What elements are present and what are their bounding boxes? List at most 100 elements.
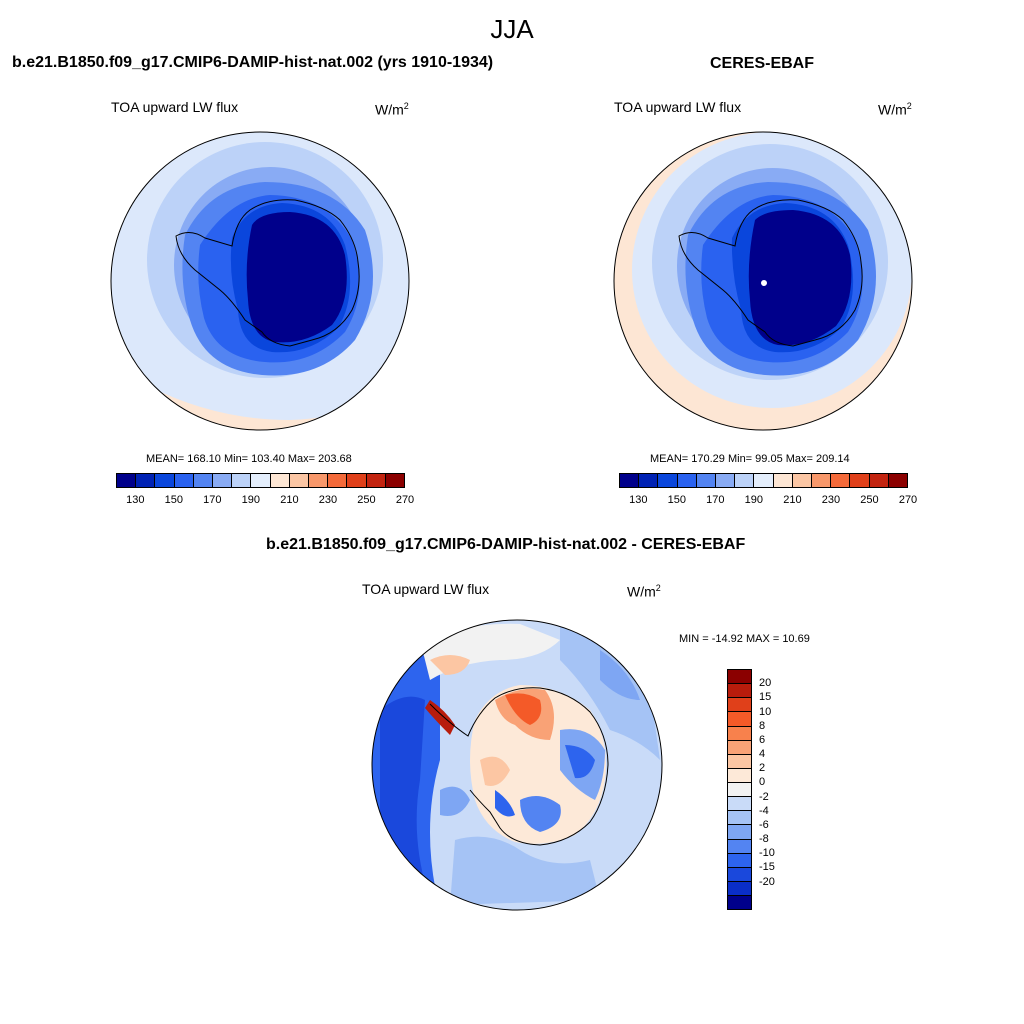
panel-c-colorbar-swatch (728, 684, 751, 699)
panel-b-colorbar-swatch (696, 474, 717, 487)
panel-a-colorbar-tick-label: 270 (395, 494, 415, 506)
panel-b-colorbar-tick-label: 270 (898, 494, 918, 506)
panel-a-colorbar-tick-label: 210 (280, 494, 299, 506)
panel-b-colorbar-swatch (792, 474, 813, 487)
panel-b-units: W/m2 (878, 101, 912, 118)
panel-c-colorbar-tick-label: 2 (759, 762, 766, 775)
panel-c-colorbar-tick-label: -10 (759, 847, 775, 860)
panel-c-colorbar-swatch (728, 825, 751, 840)
panel-c-colorbar-tick-label: 8 (759, 719, 766, 732)
panel-a-colorbar-tick-label: 130 (126, 494, 145, 506)
panel-a-colorbar-swatch (328, 474, 348, 487)
panel-a-colorbar-swatch (213, 474, 233, 487)
panel-a-colorbar-swatch (270, 474, 290, 487)
panel-a-colorbar-tick-label: 150 (164, 494, 183, 506)
panel-c-colorbar-swatch (728, 768, 751, 783)
panel-c-colorbar-swatch (728, 670, 751, 685)
panel-a-colorbar-tick-label: 230 (318, 494, 338, 506)
panel-b-colorbar-swatch (677, 474, 697, 487)
panel-a-units: W/m2 (375, 101, 409, 118)
panel-c-colorbar-tick-label: 20 (759, 677, 772, 690)
panel-c-map (371, 619, 663, 911)
panel-c-colorbar-tick-label: 4 (759, 748, 766, 761)
panel-a-colorbar (116, 473, 405, 488)
panel-a-colorbar-swatch (117, 474, 137, 487)
panel-a-variable: TOA upward LW flux (111, 99, 239, 115)
panel-b-colorbar-labels: 130 150 170 190 210 230 250 270 (619, 494, 917, 508)
figure-title: JJA (490, 14, 534, 44)
panel-c-colorbar-swatch (728, 881, 751, 896)
panel-c-colorbar-tick-label: -15 (759, 861, 775, 874)
panel-a-colorbar-swatch (289, 474, 310, 487)
panel-c-colorbar-labels: 20 15 10 8 6 4 2 0 -2 -4 -6 -8 -10 -15 -20 (759, 669, 799, 910)
panel-b-variable: TOA upward LW flux (614, 99, 742, 115)
panel-a-title: b.e21.B1850.f09_g17.CMIP6-DAMIP-hist-nat… (12, 54, 494, 71)
panel-b-colorbar-swatch (716, 474, 736, 487)
panel-b-colorbar (619, 473, 908, 488)
panel-b-colorbar-swatch (850, 474, 870, 487)
panel-c-colorbar-tick-label: 6 (759, 733, 766, 746)
panel-b-colorbar-swatch (831, 474, 851, 487)
panel-a-colorbar-swatch (232, 474, 252, 487)
panel-c-colorbar-tick-label: -4 (759, 804, 769, 817)
panel-b-colorbar-swatch (812, 474, 832, 487)
panel-b-colorbar-tick-label: 230 (821, 494, 841, 506)
panel-c-colorbar-swatch (728, 698, 751, 713)
panel-c-colorbar-swatch (728, 726, 751, 741)
panel-c-colorbar-swatch (728, 740, 751, 755)
panel-c-colorbar-swatch (728, 797, 751, 812)
panel-b-colorbar-swatch (754, 474, 774, 487)
panel-b-colorbar-swatch (658, 474, 678, 487)
panel-b-map (613, 131, 913, 431)
panel-c-colorbar (727, 669, 752, 910)
panel-c-colorbar-tick-label: -8 (759, 833, 769, 846)
panel-a-map (110, 131, 410, 431)
panel-a-colorbar-swatch (251, 474, 271, 487)
panel-a-colorbar-swatch (366, 474, 386, 487)
panel-c-colorbar-tick-label: 0 (759, 776, 766, 789)
panel-c-colorbar-tick-label: -6 (759, 818, 769, 831)
panel-c-colorbar-tick-label: -20 (759, 875, 775, 888)
panel-a-stats: MEAN= 168.10 Min= 103.40 Max= 203.68 (146, 453, 352, 465)
panel-a-colorbar-tick-label: 250 (357, 494, 376, 506)
panel-a-colorbar-swatch (174, 474, 194, 487)
panel-a-colorbar-tick-label: 190 (241, 494, 261, 506)
panel-a-colorbar-swatch (193, 474, 214, 487)
panel-b-colorbar-tick-label: 130 (629, 494, 648, 506)
panel-c-colorbar-swatch (728, 811, 751, 826)
panel-b-colorbar-swatch (735, 474, 755, 487)
panel-c-variable: TOA upward LW flux (362, 581, 490, 597)
panel-a-colorbar-swatch (309, 474, 329, 487)
panel-c-colorbar-swatch (728, 853, 751, 868)
panel-c-colorbar-tick-label: 10 (759, 705, 772, 718)
panel-a-colorbar-labels: 130 150 170 190 210 230 250 270 (116, 494, 414, 508)
panel-b-colorbar-tick-label: 170 (706, 494, 725, 506)
panel-c-title: b.e21.B1850.f09_g17.CMIP6-DAMIP-hist-nat… (266, 536, 746, 553)
panel-b-stats: MEAN= 170.29 Min= 99.05 Max= 209.14 (650, 453, 850, 465)
panel-a-colorbar-swatch (347, 474, 367, 487)
panel-c-colorbar-swatch (728, 839, 751, 854)
panel-c-units: W/m2 (627, 583, 661, 600)
panel-b-colorbar-tick-label: 250 (860, 494, 879, 506)
panel-a-colorbar-tick-label: 170 (203, 494, 222, 506)
panel-c-colorbar-swatch (728, 867, 751, 882)
panel-a-colorbar-swatch (136, 474, 156, 487)
panel-b-colorbar-swatch (869, 474, 889, 487)
panel-c-colorbar-swatch (728, 783, 751, 798)
panel-b-colorbar-swatch (639, 474, 659, 487)
panel-b-colorbar-tick-label: 150 (667, 494, 686, 506)
panel-c-stats: MIN = -14.92 MAX = 10.69 (679, 633, 810, 645)
panel-a-colorbar-swatch (385, 474, 405, 487)
panel-b-colorbar-tick-label: 190 (744, 494, 764, 506)
panel-a-colorbar-swatch (155, 474, 175, 487)
panel-b-colorbar-tick-label: 210 (783, 494, 802, 506)
panel-c-colorbar-swatch (728, 712, 751, 727)
panel-b-title: CERES-EBAF (710, 55, 815, 72)
panel-c-colorbar-tick-label: -2 (759, 790, 769, 803)
panel-b-colorbar-swatch (620, 474, 640, 487)
panel-c-colorbar-tick-label: 15 (759, 691, 772, 704)
panel-c-colorbar-swatch (728, 896, 751, 910)
panel-b-colorbar-swatch (888, 474, 908, 487)
panel-c-colorbar-swatch (728, 754, 751, 769)
panel-b-colorbar-swatch (773, 474, 793, 487)
